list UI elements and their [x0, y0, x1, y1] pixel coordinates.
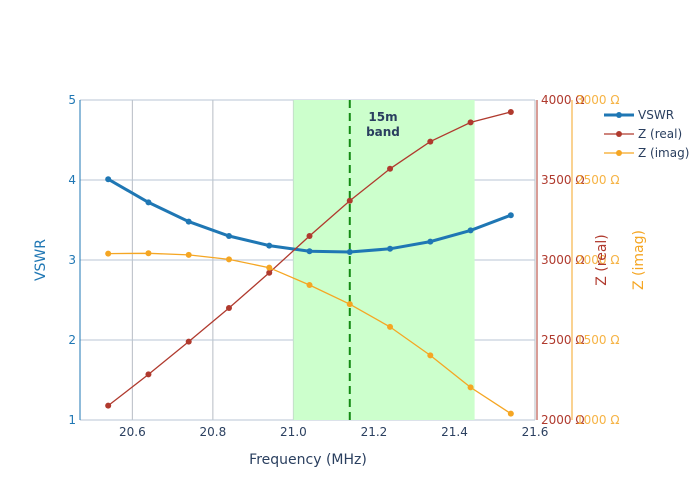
imag-tick-label: 3000 Ω	[576, 93, 620, 107]
vswr-tick-label: 5	[68, 93, 76, 107]
vswr-point	[105, 176, 112, 183]
x-axis-title: Frequency (MHz)	[249, 452, 367, 468]
imag-point	[145, 250, 152, 257]
vswr-point	[387, 245, 394, 252]
real-point	[306, 233, 313, 239]
real-axis-title: Z (real)	[594, 234, 610, 286]
vswr-tick-label: 3	[68, 253, 76, 267]
real-tick-label: 3500 Ω	[541, 173, 585, 187]
legend-marker-imag	[616, 150, 622, 156]
x-tick-label: 21.0	[280, 425, 307, 439]
vswr-point	[185, 218, 192, 225]
vswr-point	[225, 233, 232, 239]
real-point	[145, 371, 152, 378]
imag-point	[387, 323, 394, 330]
real-point	[105, 402, 112, 409]
vswr-point	[507, 212, 514, 219]
real-point	[387, 165, 394, 172]
real-tick-label: 2500 Ω	[541, 333, 585, 347]
legend-label-real: Z (real)	[638, 127, 682, 141]
real-point	[427, 138, 434, 145]
vswr-tick-label: 1	[68, 413, 76, 427]
band-region	[293, 100, 475, 420]
vswr-point	[427, 238, 434, 245]
imag-tick-label: 2500 Ω	[576, 173, 620, 187]
legend-marker-vswr	[616, 112, 622, 118]
imag-point	[427, 352, 434, 359]
imag-tick-label: 1500 Ω	[576, 333, 620, 347]
imag-point	[225, 256, 232, 263]
real-point	[225, 305, 232, 311]
band-label-line1: 15m	[368, 110, 397, 124]
real-point	[467, 119, 474, 126]
band-label-line2: band	[366, 125, 400, 139]
real-point	[266, 269, 273, 276]
vswr-point	[266, 242, 273, 249]
vswr-point	[306, 248, 313, 255]
vswr-point	[346, 249, 353, 255]
real-point	[507, 109, 514, 115]
vswr-point	[145, 199, 152, 206]
real-tick-label: 4000 Ω	[541, 93, 585, 107]
real-point	[185, 338, 192, 345]
legend: VSWR Z (real) Z (imag)	[604, 108, 689, 160]
imag-axis-title: Z (imag)	[631, 230, 647, 290]
imag-tick-label: 1000 Ω	[576, 413, 620, 427]
imag-point	[185, 251, 192, 258]
axes: 20.6 20.8 21.0 21.2 21.4 21.6 1 2 3 4 5 2000 Ω 2500 …	[68, 93, 619, 439]
real-tick-label: 3000 Ω	[541, 253, 585, 267]
legend-marker-real	[616, 131, 622, 137]
imag-point	[105, 250, 112, 257]
imag-point	[346, 301, 353, 308]
real-point	[346, 197, 353, 204]
real-tick-label: 2000 Ω	[541, 413, 585, 427]
x-tick-label: 21.2	[361, 425, 388, 439]
imag-point	[507, 410, 514, 417]
imag-tick-label: 2000 Ω	[576, 253, 620, 267]
vswr-tick-label: 4	[68, 173, 76, 187]
x-tick-label: 21.4	[441, 425, 468, 439]
imag-point	[306, 281, 313, 288]
x-tick-label: 20.8	[200, 425, 227, 439]
vswr-point	[467, 227, 474, 234]
series	[105, 109, 514, 417]
legend-label-vswr: VSWR	[638, 108, 674, 122]
legend-label-imag: Z (imag)	[638, 146, 689, 160]
imag-point	[467, 384, 474, 391]
x-tick-label: 21.6	[522, 425, 549, 439]
vswr-tick-label: 2	[68, 333, 76, 347]
vswr-axis-title: VSWR	[33, 239, 49, 281]
x-tick-label: 20.6	[119, 425, 146, 439]
labels: 15m band Frequency (MHz) VSWR Z (real) Z…	[33, 110, 647, 468]
band-rect	[293, 100, 475, 420]
imag-point	[266, 264, 273, 271]
